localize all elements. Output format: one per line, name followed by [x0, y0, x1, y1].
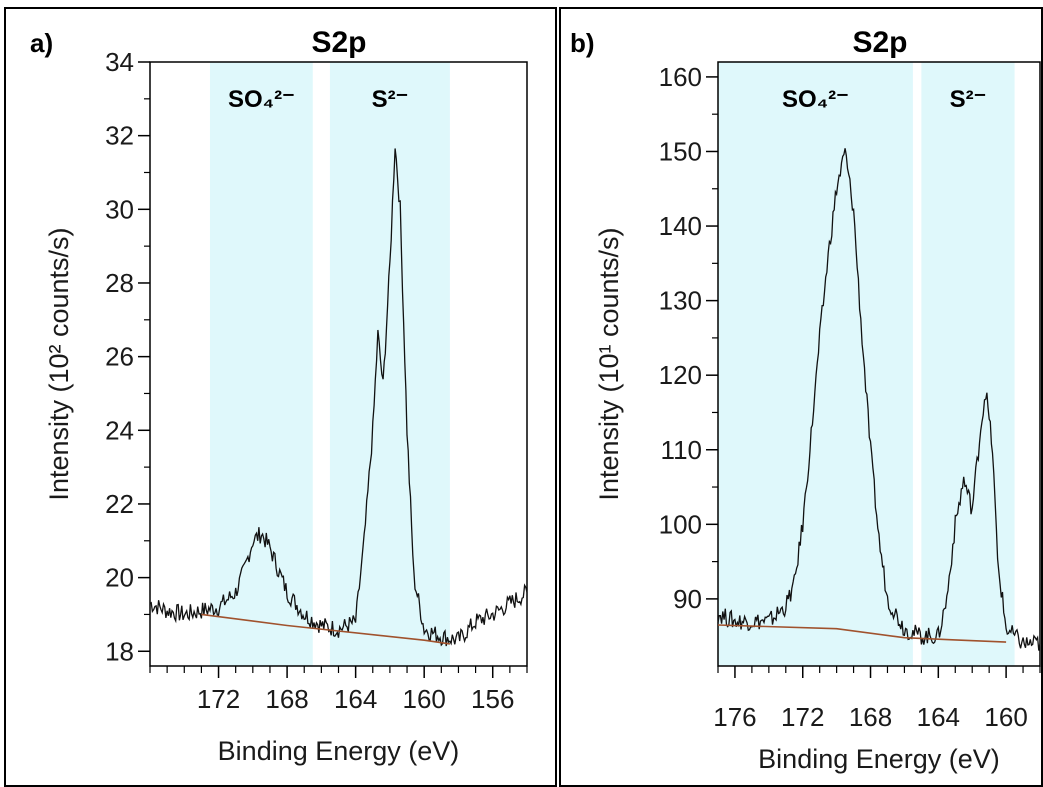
- region-band: [209, 62, 313, 666]
- y-tick-label: 90: [673, 584, 702, 614]
- y-tick-label: 140: [659, 211, 702, 241]
- panel-frame: [4, 7, 557, 787]
- y-tick-label: 120: [659, 360, 702, 390]
- region-band: [329, 62, 450, 666]
- background-line: [201, 613, 451, 645]
- region-label: S²⁻: [372, 86, 409, 113]
- y-tick-label: 18: [105, 636, 134, 666]
- spectrum-line: [149, 148, 528, 647]
- y-tick-label: 30: [105, 194, 134, 224]
- background-line: [717, 624, 1007, 643]
- chart-panel-a: SO₄²⁻ S²⁻ 18 20 22 24 26 28 30 32 34 172 168 164 160 15…: [4, 7, 557, 787]
- y-axis-label: Intensity (10² counts/s): [44, 227, 74, 500]
- region-label: SO₄²⁻: [782, 86, 849, 113]
- region-label: S²⁻: [950, 86, 987, 113]
- region-band: [921, 62, 1015, 666]
- y-tick-label: 150: [659, 136, 702, 166]
- chart-title: S2p: [852, 26, 907, 59]
- x-axis-label: Binding Energy (eV): [218, 736, 460, 766]
- chart-panel-b: SO₄²⁻ S²⁻ 90 100 110 120 130 140 150 160 176 172 168…: [559, 7, 1043, 787]
- x-tick-label: 160: [984, 702, 1027, 732]
- x-tick-label: 168: [265, 684, 308, 714]
- spectrum-line: [717, 148, 1041, 651]
- x-tick-label: 156: [471, 684, 514, 714]
- y-tick-label: 20: [105, 563, 134, 593]
- y-tick-label: 34: [105, 47, 134, 77]
- y-tick-label: 32: [105, 121, 134, 151]
- y-tick-label: 24: [105, 415, 134, 445]
- x-tick-label: 160: [402, 684, 445, 714]
- y-tick-label: 22: [105, 489, 134, 519]
- x-tick-label: 176: [713, 702, 756, 732]
- x-axis-label: Binding Energy (eV): [758, 744, 1000, 774]
- y-tick-label: 130: [659, 286, 702, 316]
- y-tick-label: 160: [659, 62, 702, 92]
- plot-area: [717, 61, 1041, 667]
- y-tick-label: 28: [105, 268, 134, 298]
- chart-title: S2p: [311, 26, 366, 59]
- x-tick-label: 164: [917, 702, 960, 732]
- panel-label: b): [570, 28, 595, 58]
- y-axis-label: Intensity (10¹ counts/s): [594, 227, 624, 500]
- panel-frame: [559, 7, 1043, 787]
- region-band: [718, 62, 913, 666]
- region-label: SO₄²⁻: [228, 86, 295, 113]
- x-tick-label: 172: [781, 702, 824, 732]
- y-tick-label: 26: [105, 342, 134, 372]
- x-tick-label: 164: [334, 684, 377, 714]
- x-tick-label: 168: [849, 702, 892, 732]
- y-tick-label: 110: [661, 435, 702, 465]
- y-tick-label: 100: [659, 509, 702, 539]
- x-tick-label: 172: [197, 684, 240, 714]
- panel-label: a): [30, 28, 53, 58]
